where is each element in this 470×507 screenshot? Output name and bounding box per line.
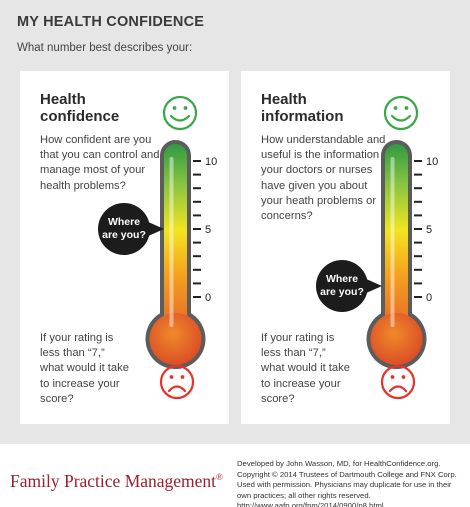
smiley-face-icon — [162, 95, 198, 131]
scale-label-0: 0 — [205, 292, 211, 304]
bubble-text-line2: are you? — [320, 286, 364, 298]
card-followup: If your rating is less than “7,” what wo… — [40, 332, 129, 405]
scale-label-10: 10 — [205, 156, 217, 168]
health-information-card: Health information How understandable an… — [241, 71, 450, 424]
thermometer-graphic: 10 5 0 Where are you? — [98, 95, 217, 400]
card-followup: If your rating is less than “7,” what wo… — [261, 332, 350, 405]
sad-face-icon — [159, 364, 195, 400]
sad-face-icon — [380, 364, 416, 400]
smiley-face-icon — [383, 95, 419, 131]
speech-bubble-icon: Where are you? — [98, 203, 164, 255]
page-subtitle: What number best describes your: — [17, 42, 193, 54]
footer — [0, 444, 470, 507]
card-question: How understandable and useful is the inf… — [261, 134, 386, 223]
bubble-text-line1: Where — [326, 273, 358, 285]
scale-label-5: 5 — [205, 224, 211, 236]
bubble-text-line2: are you? — [102, 229, 146, 241]
health-confidence-card: Health confidence How confident are you … — [20, 71, 229, 424]
page-title: MY HEALTH CONFIDENCE — [17, 14, 205, 30]
card-title-line1: Health — [40, 91, 86, 108]
scale-ticks — [414, 160, 422, 298]
thermometer-icon — [145, 140, 206, 369]
credits-text: Developed by John Wasson, MD, for Health… — [237, 459, 457, 507]
brand-logo: Family Practice Management® — [10, 471, 223, 492]
scale-ticks — [193, 160, 201, 298]
thermometer-icon — [366, 140, 427, 369]
registered-mark: ® — [216, 472, 223, 483]
card-title-line1: Health — [261, 91, 307, 108]
scale-label-10: 10 — [426, 156, 438, 168]
card-question: How confident are you that you can contr… — [40, 134, 160, 192]
bubble-text-line1: Where — [108, 216, 140, 228]
card-title-line2: information — [261, 108, 344, 125]
thermometer-graphic: 10 5 0 Where are you? — [316, 95, 438, 400]
card-title-line2: confidence — [40, 108, 120, 125]
speech-bubble-icon: Where are you? — [316, 260, 382, 312]
card-title: Health information — [261, 91, 371, 125]
brand-name: Family Practice Management — [10, 471, 217, 491]
scale-label-5: 5 — [426, 224, 432, 236]
card-title: Health confidence — [40, 91, 150, 125]
scale-label-0: 0 — [426, 292, 432, 304]
